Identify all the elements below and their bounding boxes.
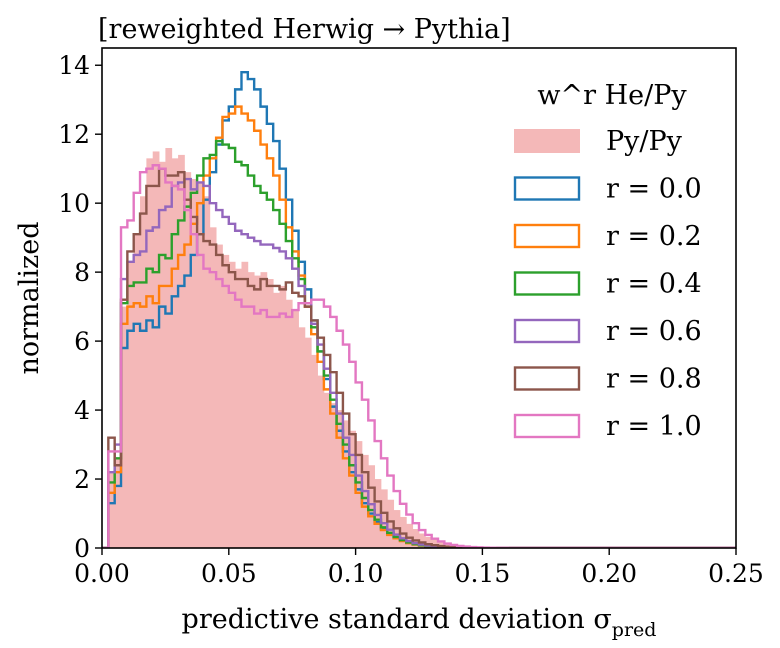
y-tick-label: 0 [74,534,90,563]
legend: w^r He/Py Py/Py r = 0.0 r = 0.2 r = 0.4 r = … [513,80,702,442]
bar-py-py-9 [159,161,166,548]
bar-py-py-35 [323,392,331,548]
legend-label-r-0-6: r = 0.6 [606,316,702,347]
x-tick-label: 0.05 [201,559,257,588]
bar-py-py-32 [304,337,312,548]
bar-py-py-52 [431,539,439,548]
bar-py-py-34 [317,375,325,548]
filled-histogram-layer [108,148,566,548]
legend-label-r-1-0: r = 1.0 [606,411,702,442]
legend-label-r-0-0: r = 0.0 [606,174,702,205]
bar-py-py-24 [254,275,261,548]
bar-py-py-23 [247,272,255,548]
x-axis-label-main: predictive standard deviation σ [182,604,612,635]
legend-label-py-py: Py/Py [606,126,683,157]
bar-py-py-25 [260,272,268,548]
bar-py-py-13 [184,172,192,548]
bar-py-py-45 [387,499,395,548]
series-line-r-0-0 [102,70,736,548]
y-tick-label: 12 [58,120,90,149]
bar-py-py-22 [241,261,249,548]
step-histogram-layer [102,70,736,548]
series-line-r-1-0 [102,164,736,548]
x-tick-label: 0.10 [328,559,384,588]
bar-py-py-7 [146,158,154,548]
bar-py-py-41 [361,454,369,548]
legend-label-r-0-8: r = 0.8 [606,364,702,395]
bar-py-py-18 [216,244,223,548]
bar-py-py-1 [108,472,116,548]
y-tick-label: 10 [58,189,90,218]
x-tick-label: 0.15 [455,559,511,588]
y-tick-label: 2 [74,465,90,494]
bar-py-py-20 [228,261,236,548]
bar-py-py-43 [374,479,382,548]
bar-py-py-11 [171,158,179,548]
bar-py-py-48 [406,523,414,548]
bar-py-py-42 [368,465,376,548]
bar-py-py-26 [266,279,274,548]
bar-py-py-36 [330,403,337,548]
legend-swatch-r-0-8 [513,366,581,391]
legend-swatch-r-1-0 [513,413,581,439]
bar-py-py-16 [203,196,211,548]
legend-label-r-0-2: r = 0.2 [606,221,702,252]
bar-py-py-28 [279,285,287,548]
bar-py-py-51 [425,536,433,548]
x-tick-label: 0.00 [74,559,130,588]
bar-py-py-33 [311,354,318,548]
bar-py-py-29 [285,299,293,548]
y-tick-label: 6 [74,327,90,356]
bar-py-py-53 [438,541,445,548]
bar-py-py-10 [165,148,173,548]
chart-title: [reweighted Herwig → Pythia] [98,14,511,45]
bar-py-py-50 [419,533,426,548]
x-tick-label: 0.25 [708,559,764,588]
bar-py-py-27 [273,292,280,548]
x-tick-label: 0.20 [581,559,637,588]
legend-swatch-py-py [514,129,580,153]
plot-frame [101,47,737,549]
y-axis-ticks: 0 2 4 6 8 10 12 14 [58,51,102,563]
x-axis-label: predictive standard deviation σpred [182,604,657,641]
y-tick-label: 4 [74,396,90,425]
y-axis-label: normalized [14,221,45,374]
bar-py-py-14 [190,179,198,548]
bar-py-py-30 [292,310,299,548]
bar-py-py-15 [197,182,204,548]
bar-py-py-21 [235,268,242,548]
bar-py-py-44 [380,489,388,548]
y-tick-label: 8 [74,258,90,287]
legend-swatch-r-0-2 [513,223,581,249]
bar-py-py-37 [336,410,344,548]
bar-py-py-4 [127,261,135,548]
bar-py-py-49 [412,529,420,548]
bar-py-py-5 [133,234,141,548]
series-line-r-0-8 [102,167,736,548]
x-axis-ticks: 0.00 0.05 0.10 0.15 0.20 0.25 [74,548,764,588]
x-axis-label-subscript: pred [612,619,657,641]
bar-py-py-40 [355,441,363,548]
bar-py-py-2 [114,458,122,548]
bar-py-py-6 [140,196,147,548]
legend-title: w^r He/Py [537,80,687,111]
bar-py-py-8 [152,151,160,548]
bar-py-py-3 [121,306,128,548]
bar-py-py-39 [349,430,356,548]
series-line-r-0-6 [102,177,736,548]
legend-swatch-r-0-6 [513,318,581,344]
legend-swatch-r-0-4 [513,271,581,296]
bar-py-py-19 [222,254,230,548]
legend-label-r-0-4: r = 0.4 [606,269,702,300]
y-tick-label: 14 [58,51,90,80]
bar-py-py-12 [178,154,185,548]
bar-py-py-31 [298,327,306,548]
bar-py-py-17 [209,227,217,548]
bar-py-py-38 [342,420,350,548]
legend-swatch-r-0-0 [513,176,581,201]
